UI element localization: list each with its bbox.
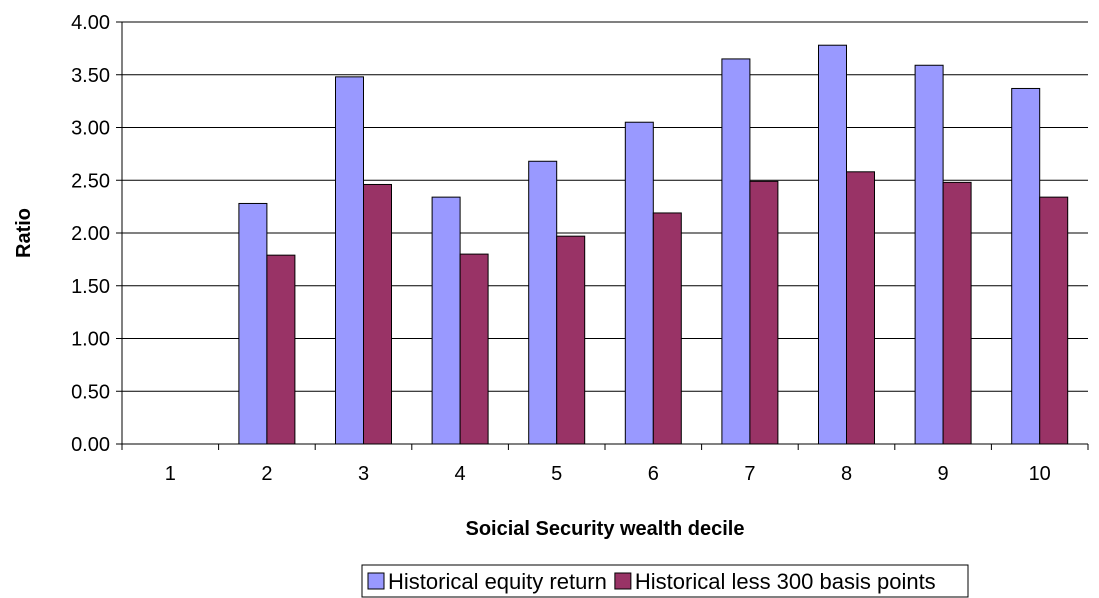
bar-less-300bp-4 — [459, 253, 489, 445]
y-tick-label: 0.50 — [71, 381, 110, 403]
x-tick-labels: 1 2 3 4 5 6 7 8 9 10 — [165, 463, 1051, 485]
bar-less-300bp-7 — [749, 180, 779, 445]
bar-less-300bp-2 — [266, 254, 296, 445]
x-tick-label: 1 — [165, 463, 176, 485]
x-tick-label: 4 — [455, 463, 466, 485]
legend-swatch — [367, 572, 385, 590]
y-tick-label: 4.00 — [71, 12, 110, 34]
x-axis-title: Soicial Security wealth decile — [465, 518, 744, 540]
y-tick-label: 2.50 — [71, 170, 110, 192]
x-tick-label: 2 — [261, 463, 272, 485]
legend-swatch — [614, 572, 632, 590]
x-tick-label: 9 — [938, 463, 949, 485]
legend: Historical equity return Historical less … — [361, 564, 969, 598]
bar-equity-return-10 — [1011, 87, 1041, 445]
bar-less-300bp-9 — [942, 181, 972, 445]
bar-equity-return-8 — [818, 44, 847, 445]
y-tick-label: 2.00 — [71, 223, 110, 245]
x-tick-label: 10 — [1029, 463, 1051, 485]
bars — [238, 44, 1069, 445]
bar-less-300bp-5 — [556, 235, 586, 445]
y-axis-title: Ratio — [13, 208, 35, 258]
bar-equity-return-4 — [431, 196, 461, 445]
bar-equity-return-2 — [238, 202, 268, 445]
legend-entry: Historical less 300 basis points — [635, 569, 936, 594]
y-tick-label: 3.00 — [71, 118, 110, 140]
legend-entry: Historical equity return — [388, 569, 607, 594]
bar-equity-return-9 — [914, 64, 944, 445]
bar-less-300bp-3 — [363, 183, 392, 445]
bar-equity-return-3 — [335, 76, 364, 445]
bar-equity-return-7 — [721, 58, 751, 445]
axes — [116, 21, 1089, 450]
bar-equity-return-6 — [624, 121, 654, 445]
y-tick-label: 3.50 — [71, 65, 110, 87]
x-tick-label: 7 — [744, 463, 755, 485]
x-tick-label: 3 — [358, 463, 369, 485]
bar-less-300bp-6 — [652, 212, 682, 445]
legend-box — [361, 564, 969, 598]
y-tick-label: 0.00 — [71, 434, 110, 456]
x-tick-label: 8 — [841, 463, 852, 485]
y-tick-labels: 0.00 0.50 1.00 1.50 2.00 2.50 3.00 3.50 4.00 — [71, 12, 110, 456]
bar-less-300bp-8 — [846, 171, 875, 445]
x-tick-label: 5 — [551, 463, 562, 485]
x-tick-label: 6 — [648, 463, 659, 485]
y-tick-label: 1.00 — [71, 329, 110, 351]
y-tick-label: 1.50 — [71, 276, 110, 298]
bar-equity-return-5 — [528, 160, 558, 445]
bar-less-300bp-10 — [1039, 196, 1069, 445]
